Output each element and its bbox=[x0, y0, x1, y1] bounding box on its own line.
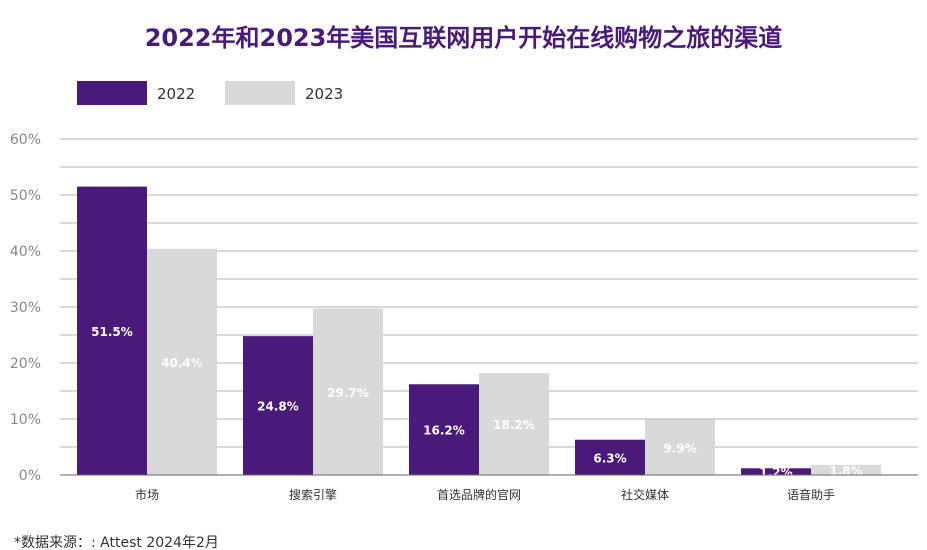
y-tick-label: 30% bbox=[10, 300, 41, 316]
data-label-2022: 51.5% bbox=[91, 325, 133, 339]
y-tick-label: 10% bbox=[10, 412, 41, 428]
bar-2022 bbox=[243, 336, 313, 475]
footnote: *数据来源：: Attest 2024年2月 bbox=[14, 535, 219, 550]
data-label-2023: 9.9% bbox=[663, 441, 696, 455]
x-tick-label: 搜索引擎 bbox=[289, 487, 337, 502]
bar-2023 bbox=[645, 419, 715, 475]
data-label-2022: 16.2% bbox=[423, 424, 465, 438]
x-tick-label: 首选品牌的官网 bbox=[437, 487, 521, 502]
data-label-2023: 40.4% bbox=[161, 356, 203, 370]
legend-swatch-2023 bbox=[225, 81, 295, 105]
bar-2023 bbox=[147, 248, 217, 475]
bar-2022 bbox=[409, 384, 479, 475]
y-tick-label: 60% bbox=[10, 132, 41, 148]
y-tick-label: 40% bbox=[10, 244, 41, 260]
bar-2022 bbox=[741, 468, 811, 475]
data-label-2023: 1.8% bbox=[829, 464, 862, 478]
bar-2023 bbox=[811, 464, 881, 475]
x-tick-label: 语音助手 bbox=[787, 487, 835, 502]
x-tick-label: 社交媒体 bbox=[621, 487, 669, 502]
x-tick-label: 市场 bbox=[135, 487, 159, 502]
chart-title: 2022年和2023年美国互联网用户开始在线购物之旅的渠道 bbox=[144, 24, 783, 52]
legend-label-2023: 2023 bbox=[305, 85, 344, 103]
bar-2022 bbox=[77, 186, 147, 475]
bar-2023 bbox=[479, 373, 549, 475]
data-label-2023: 18.2% bbox=[493, 418, 535, 432]
data-label-2022: 24.8% bbox=[257, 400, 299, 414]
bar-2023 bbox=[313, 308, 383, 475]
y-tick-label: 0% bbox=[19, 468, 41, 484]
data-label-2022: 6.3% bbox=[593, 451, 626, 465]
plot-area: 0% 10% 20% 30% 40% 50% 60% 51.5% 40.4% 市场 24.8% 29.… bbox=[10, 132, 918, 502]
y-tick-label: 20% bbox=[10, 356, 41, 372]
y-tick-label: 50% bbox=[10, 188, 41, 204]
data-label-2022: 1.2% bbox=[759, 466, 792, 480]
legend-swatch-2022 bbox=[77, 81, 147, 105]
data-label-2023: 29.7% bbox=[327, 386, 369, 400]
legend-label-2022: 2022 bbox=[157, 85, 196, 103]
bar-2022 bbox=[575, 439, 645, 475]
